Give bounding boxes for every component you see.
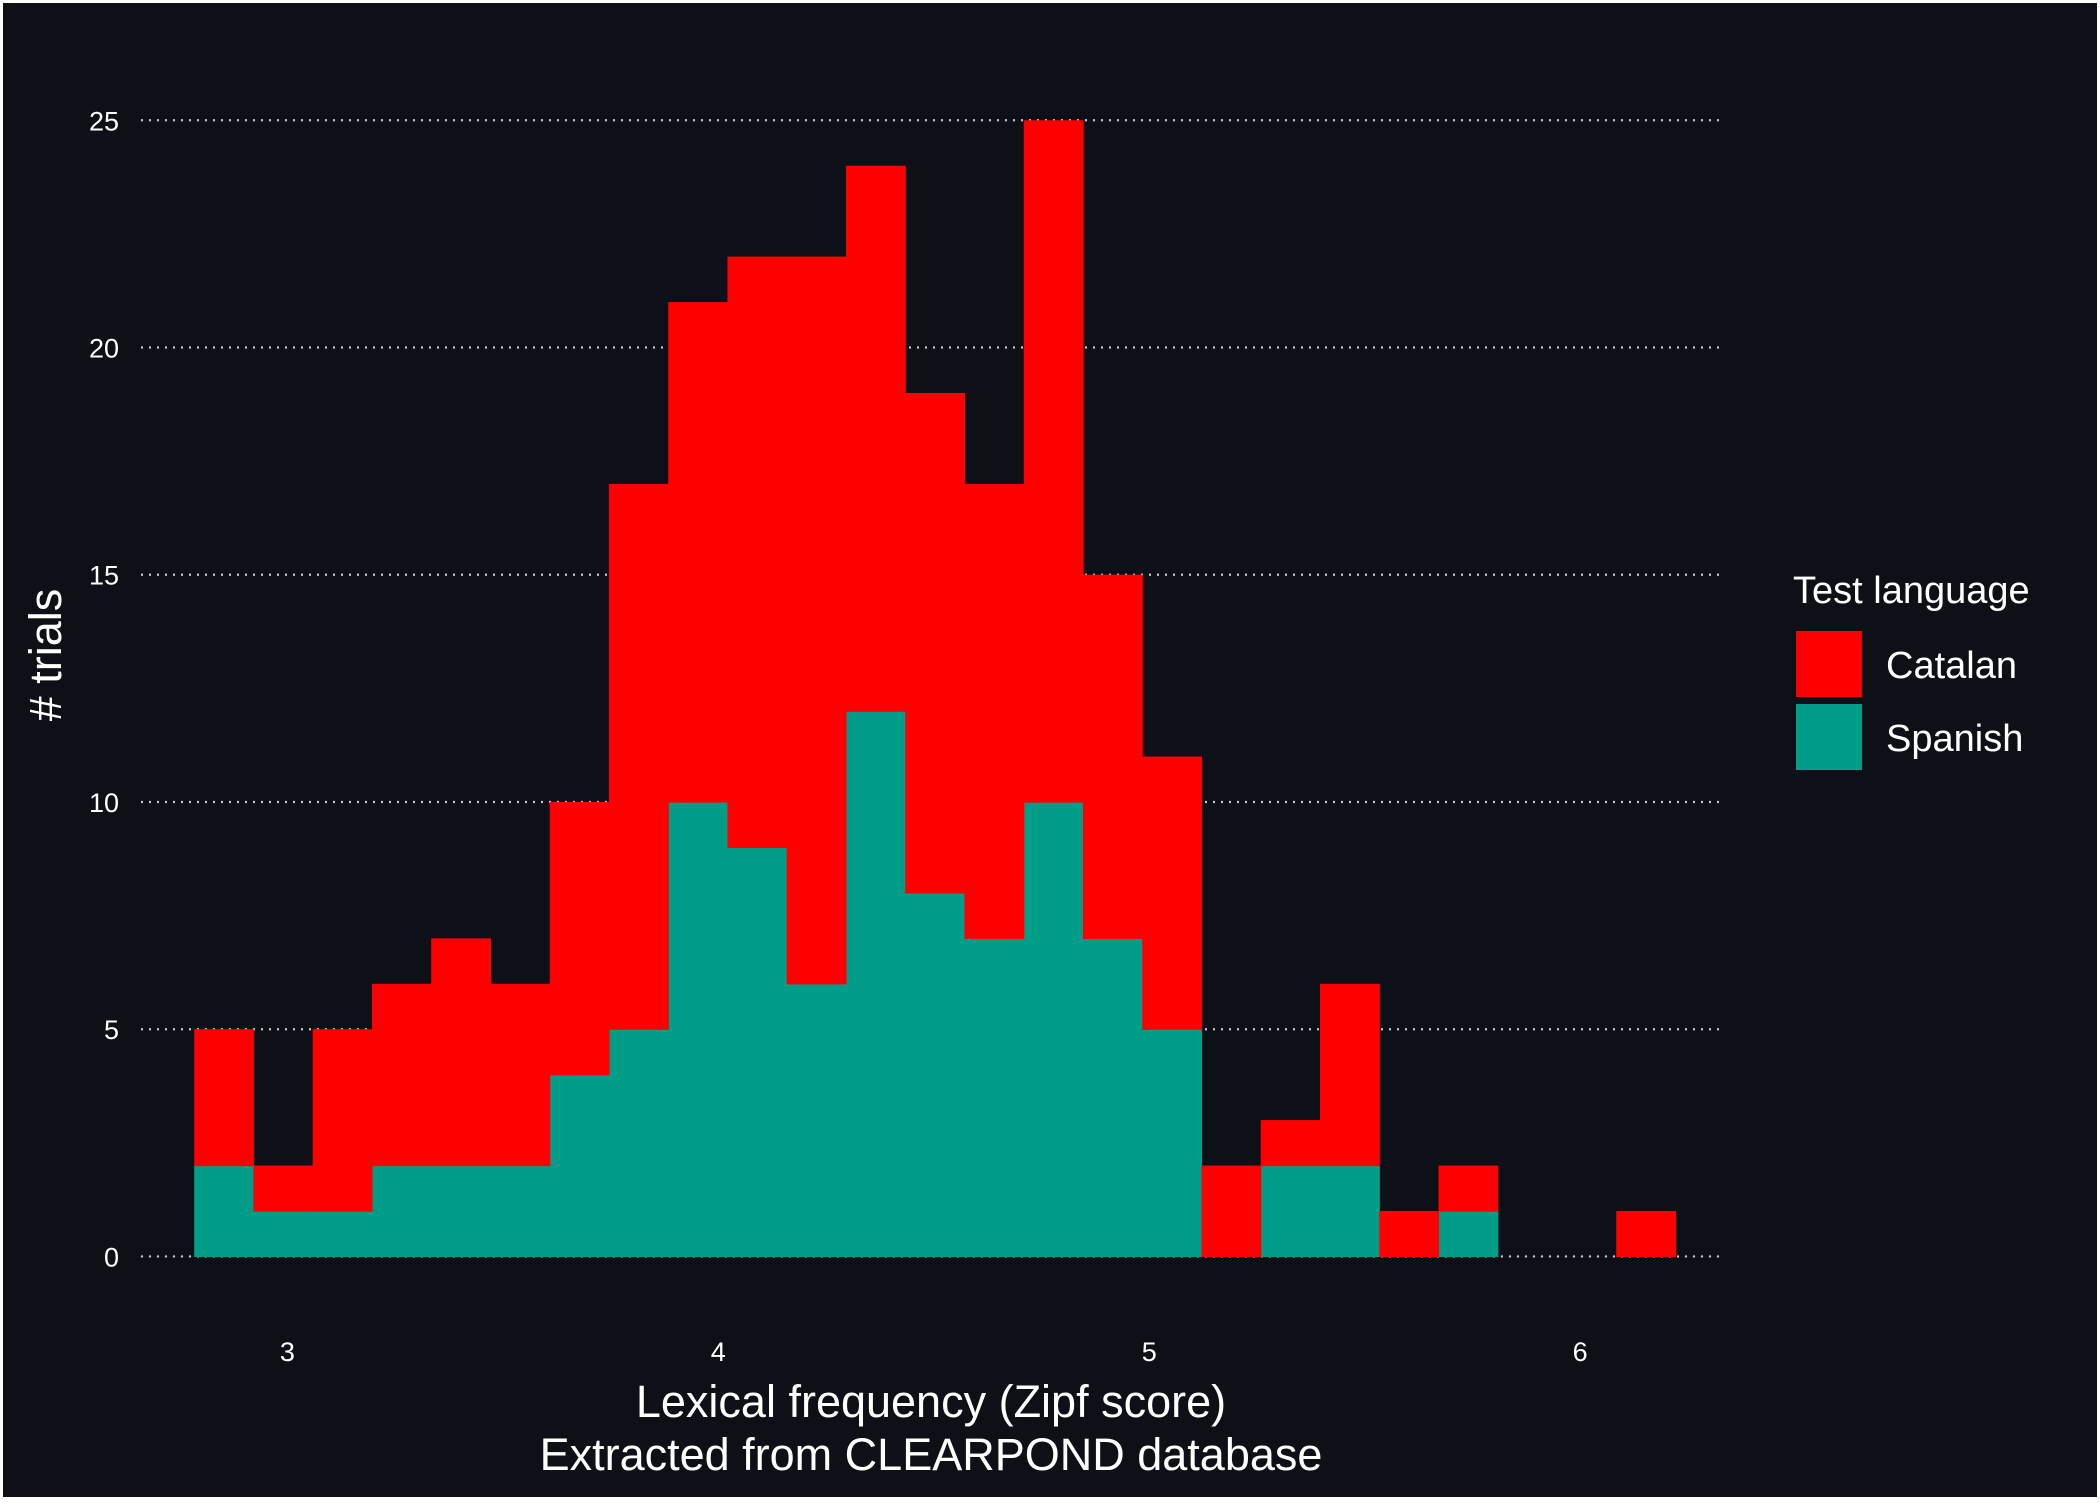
bar-spanish (312, 1211, 373, 1258)
legend-label-spanish: Spanish (1886, 718, 2023, 760)
bar-catalan (1438, 1165, 1499, 1212)
y-tick-label: 25 (89, 106, 119, 136)
legend-title: Test language (1793, 570, 2030, 612)
x-axis-ticks: 3 4 5 6 (280, 1337, 1588, 1367)
bar-catalan (1142, 756, 1203, 1030)
bar-spanish (964, 938, 1025, 1258)
legend-label-catalan: Catalan (1886, 645, 2017, 687)
bars (194, 120, 1677, 1258)
bar-spanish (608, 1029, 669, 1258)
bar-spanish (1142, 1029, 1203, 1258)
bar-catalan (668, 302, 729, 803)
x-tick-label: 6 (1573, 1337, 1588, 1367)
bar-spanish (431, 1165, 492, 1258)
bar-spanish (371, 1165, 432, 1258)
x-tick-label: 5 (1142, 1337, 1157, 1367)
bar-spanish (668, 801, 729, 1258)
bar-spanish (253, 1211, 314, 1258)
bar-catalan (1201, 1165, 1262, 1258)
bar-spanish (549, 1074, 610, 1258)
legend: Test language Catalan Spanish (1793, 570, 2030, 770)
bar-catalan (964, 483, 1025, 939)
x-tick-label: 4 (711, 1337, 726, 1367)
y-tick-label: 5 (104, 1015, 119, 1045)
bar-catalan (312, 1029, 373, 1212)
legend-swatch-spanish (1796, 704, 1862, 770)
bar-spanish (1023, 801, 1084, 1258)
bar-catalan (431, 938, 492, 1167)
bar-spanish (786, 983, 847, 1258)
bar-spanish (1319, 1165, 1380, 1258)
bar-catalan (1082, 574, 1143, 939)
bar-catalan (608, 483, 669, 1030)
x-tick-label: 3 (280, 1337, 295, 1367)
bar-catalan (1379, 1211, 1440, 1258)
y-axis-ticks: 0 5 10 15 20 25 (89, 106, 119, 1272)
histogram-chart: 0 5 10 15 20 25 3 4 5 6 Lexical frequency (Zipf … (20, 106, 2030, 1480)
y-tick-label: 10 (89, 788, 119, 818)
bar-catalan (1319, 983, 1380, 1167)
bar-catalan (1616, 1211, 1677, 1258)
x-axis-title: Lexical frequency (Zipf score) (636, 1376, 1226, 1427)
bar-spanish (905, 892, 966, 1258)
y-tick-label: 0 (104, 1242, 119, 1272)
bar-spanish (1082, 938, 1143, 1258)
bar-catalan (1023, 120, 1084, 803)
bar-spanish (1438, 1211, 1499, 1258)
y-tick-label: 15 (89, 561, 119, 591)
bar-catalan (253, 1165, 314, 1212)
bar-spanish (845, 711, 906, 1258)
bar-catalan (786, 256, 847, 985)
bar-catalan (727, 256, 788, 849)
y-tick-label: 20 (89, 334, 119, 364)
bar-spanish (194, 1165, 255, 1258)
bar-spanish (490, 1165, 551, 1258)
bar-catalan (845, 165, 906, 712)
y-axis-title: # trials (20, 589, 71, 722)
bar-spanish (1260, 1165, 1321, 1258)
legend-swatch-catalan (1796, 631, 1862, 697)
bar-catalan (194, 1029, 255, 1167)
bar-catalan (905, 392, 966, 894)
bar-catalan (490, 983, 551, 1167)
bar-catalan (1260, 1120, 1321, 1167)
bar-spanish (727, 847, 788, 1258)
x-axis-subtitle: Extracted from CLEARPOND database (540, 1429, 1323, 1480)
bar-catalan (371, 983, 432, 1167)
bar-catalan (549, 801, 610, 1076)
